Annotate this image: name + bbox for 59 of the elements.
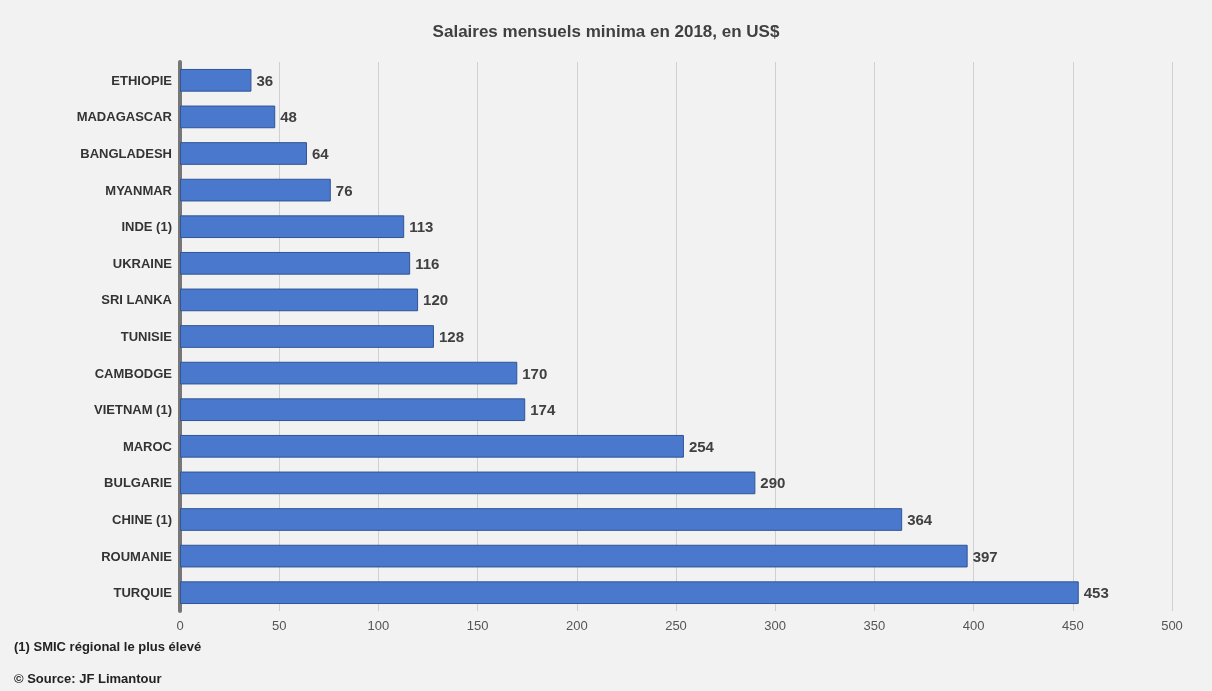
x-tick-label: 500 — [1161, 618, 1183, 633]
bar — [180, 471, 756, 495]
x-tick-label: 400 — [962, 618, 985, 633]
bar — [180, 398, 526, 422]
data-label: 128 — [438, 328, 464, 345]
bar — [180, 105, 276, 129]
data-label: 174 — [530, 401, 556, 419]
y-tick-label: CAMBODGE — [94, 365, 173, 381]
data-label: 364 — [907, 511, 933, 528]
data-label: 170 — [522, 364, 548, 382]
data-label: 113 — [409, 218, 434, 236]
y-tick-label: MAROC — [122, 438, 173, 454]
x-tick-label: 150 — [466, 618, 489, 633]
y-tick-label: TUNISIE — [120, 329, 173, 344]
y-tick-label: BANGLADESH — [80, 146, 172, 161]
bar — [180, 142, 307, 165]
bar — [180, 178, 331, 202]
bar — [180, 581, 1079, 605]
data-label: 48 — [280, 108, 297, 126]
bar — [180, 544, 968, 568]
y-tick-label: CHINE (1) — [112, 512, 172, 527]
data-label: 254 — [688, 437, 715, 455]
data-label: 76 — [335, 181, 353, 199]
data-label: 120 — [423, 291, 449, 309]
bar — [180, 288, 419, 312]
bar — [180, 434, 684, 458]
y-tick-label: BULGARIE — [104, 475, 173, 491]
chart-title: Salaires mensuels minima en 2018, en US$ — [432, 22, 780, 41]
y-tick-label: INDE (1) — [121, 219, 172, 235]
y-tick-label: SRI LANKA — [101, 292, 173, 308]
text: (1) SMIC régional le plus élevé — [14, 639, 202, 654]
bar — [180, 215, 405, 239]
y-tick-label: VIETNAM (1) — [94, 402, 172, 418]
y-tick-label: ETHIOPIE — [111, 72, 173, 88]
x-tick-label: 100 — [367, 618, 390, 633]
data-label: 397 — [972, 547, 998, 565]
bar — [180, 508, 903, 531]
bar — [180, 251, 411, 275]
x-tick-label: 200 — [565, 618, 588, 633]
y-tick-label: MYANMAR — [105, 182, 173, 198]
y-tick-label: UKRAINE — [112, 255, 173, 271]
x-tick-label: 250 — [665, 618, 687, 633]
bar — [180, 68, 252, 92]
data-label: 64 — [311, 145, 330, 162]
bar — [180, 361, 518, 385]
data-label: 290 — [760, 474, 786, 492]
y-tick-label: MADAGASCAR — [76, 109, 173, 125]
text: © Source: JF Limantour — [14, 671, 162, 686]
data-label: 453 — [1083, 584, 1109, 602]
data-label: 36 — [256, 71, 274, 89]
bar — [180, 325, 434, 348]
y-tick-label: TURQUIE — [113, 585, 173, 601]
x-tick-label: 350 — [863, 618, 886, 633]
x-tick-label: 450 — [1061, 618, 1084, 633]
x-tick-label: 50 — [271, 618, 287, 633]
data-label: 116 — [415, 254, 440, 272]
y-tick-label: ROUMANIE — [101, 548, 173, 564]
x-tick-label: 300 — [764, 618, 787, 633]
x-tick-label: 0 — [176, 618, 184, 633]
